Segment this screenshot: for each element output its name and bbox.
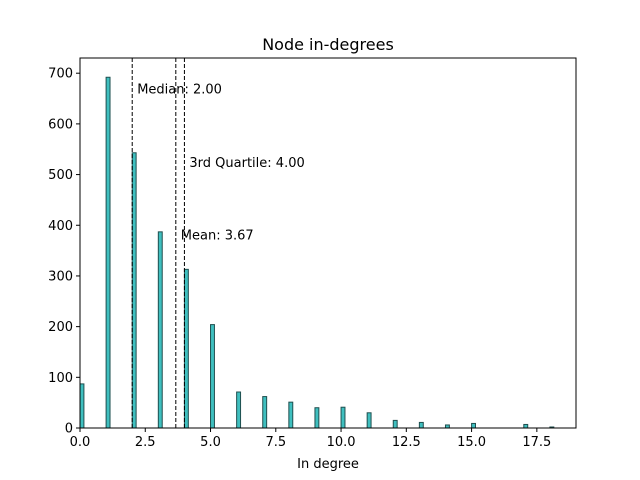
y-tick-label-4: 400 [48, 219, 73, 234]
bar-1 [105, 76, 111, 429]
bar-8 [288, 401, 294, 429]
bar-16 [523, 423, 529, 429]
reference-line-group: Median: 2.00 3rd Quartile: 4.00 Mean: 3.67 [131, 58, 305, 428]
bar-11 [366, 412, 372, 429]
bar-4 [183, 268, 189, 429]
x-tick-label-4: 10.0 [327, 435, 356, 450]
bar-0 [79, 383, 85, 429]
reference-line-label-2: Mean: 3.67 [181, 228, 254, 243]
bar-15 [471, 422, 476, 429]
bar-7 [262, 396, 268, 429]
y-tick-label-2: 200 [48, 320, 73, 335]
bar-2 [131, 152, 137, 429]
bar-6 [236, 391, 242, 429]
bar-group [79, 76, 555, 429]
x-axis-label: In degree [297, 457, 359, 472]
y-tick-label-0: 0 [65, 422, 73, 437]
bar-10 [340, 406, 346, 429]
plot-frame [79, 57, 577, 429]
bar-13 [418, 421, 424, 429]
x-tick-label-1: 2.5 [135, 435, 156, 450]
x-axis-ticks: 0.0 2.5 5.0 7.5 10.0 12.5 15.0 17.5 [70, 428, 551, 450]
y-tick-label-3: 300 [48, 269, 73, 284]
chart-title: Node in-degrees [262, 35, 394, 54]
bar-12 [392, 419, 398, 429]
y-tick-label-1: 100 [48, 371, 73, 386]
y-axis-ticks: 0 100 200 300 400 500 600 700 [48, 67, 80, 437]
x-tick-label-6: 15.0 [457, 435, 486, 450]
y-tick-label-6: 600 [48, 117, 73, 132]
y-tick-label-7: 700 [48, 67, 73, 82]
reference-line-label-0: Median: 2.00 [137, 82, 222, 97]
x-tick-label-5: 12.5 [392, 435, 421, 450]
x-tick-label-0: 0.0 [70, 435, 91, 450]
bar-5 [210, 324, 215, 429]
x-tick-label-3: 7.5 [265, 435, 286, 450]
x-tick-label-7: 17.5 [522, 435, 551, 450]
y-tick-label-5: 500 [48, 168, 73, 183]
reference-line-label-1: 3rd Quartile: 4.00 [189, 156, 304, 171]
bar-3 [157, 231, 163, 429]
x-tick-label-2: 5.0 [200, 435, 221, 450]
bar-9 [314, 407, 320, 429]
